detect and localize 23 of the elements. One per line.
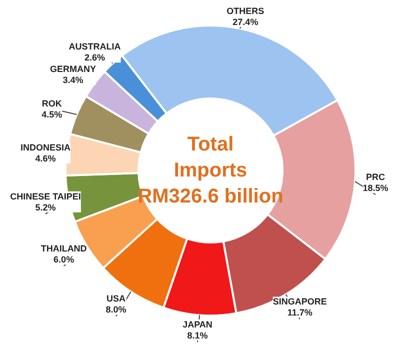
slice-label: INDONESIA bbox=[20, 142, 72, 152]
slice-label: USA bbox=[106, 294, 126, 304]
slice-label: CHINESE TAIPEI bbox=[10, 191, 81, 202]
data-label: 4.6% bbox=[35, 153, 56, 164]
data-label: 8.0% bbox=[106, 304, 126, 315]
data-label: 2.6% bbox=[84, 52, 106, 63]
data-label: 27.4% bbox=[232, 17, 258, 27]
slice-label: ROK bbox=[42, 98, 62, 108]
slice-label: JAPAN bbox=[182, 320, 212, 330]
data-label: 8.1% bbox=[187, 330, 208, 341]
data-label: 6.0% bbox=[54, 254, 74, 265]
slice-label: OTHERS bbox=[226, 6, 264, 16]
slice-label: GERMANY bbox=[50, 64, 96, 74]
slice-label: THAILAND bbox=[40, 244, 88, 254]
text: Total Imports RM326.6 billion bbox=[138, 134, 284, 208]
slice-label: PRC bbox=[366, 172, 386, 182]
data-label: 5.2% bbox=[35, 202, 56, 212]
data-label: 18.5% bbox=[362, 183, 388, 194]
data-label: 3.4% bbox=[62, 74, 84, 85]
slice-label: AUSTRALIA bbox=[68, 42, 122, 52]
slice-label: SINGAPORE bbox=[272, 296, 327, 307]
data-label: 11.7% bbox=[287, 308, 312, 318]
data-label: 4.5% bbox=[42, 109, 62, 120]
